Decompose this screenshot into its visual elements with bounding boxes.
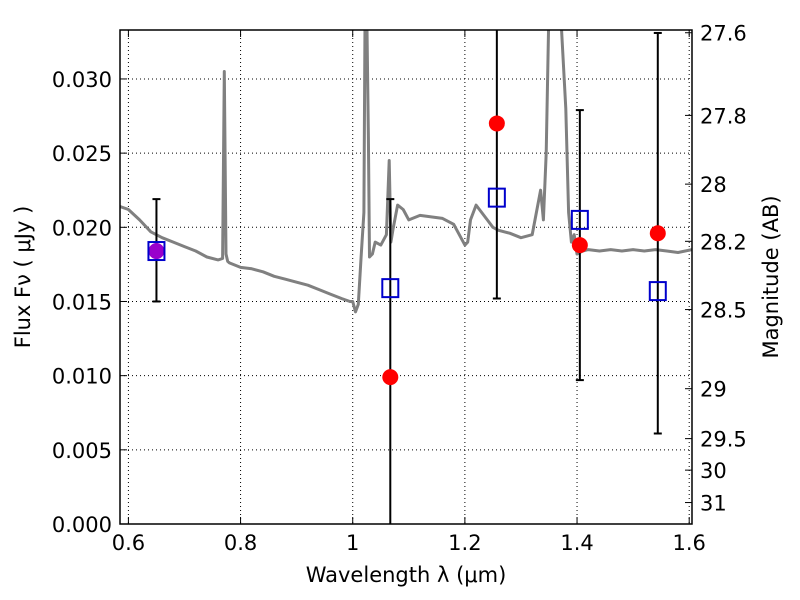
observed-flux-point bbox=[571, 237, 588, 254]
observed-points-layer bbox=[148, 115, 666, 386]
y-tick-label: 0.010 bbox=[52, 365, 112, 389]
y-tick-label: 0.015 bbox=[52, 290, 112, 314]
y-tick-label: 0.020 bbox=[52, 216, 112, 240]
model-flux-square bbox=[570, 209, 589, 230]
magnitude-tick-label: 28.2 bbox=[700, 230, 747, 254]
x-tick-label: 0.6 bbox=[112, 531, 145, 555]
y-axis-label: Flux Fν ( μJy ) bbox=[11, 206, 35, 349]
magnitude-tick-label: 29.5 bbox=[700, 428, 747, 452]
model-flux-square bbox=[648, 281, 667, 302]
grid-lines bbox=[120, 30, 692, 524]
observed-flux-point bbox=[382, 369, 399, 386]
magnitude-tick-label: 27.6 bbox=[700, 22, 747, 46]
y-axis-ticks: 0.000 0.005 0.010 0.015 0.020 0.025 0.030 bbox=[52, 68, 127, 537]
magnitude-axis-label: Magnitude (AB) bbox=[759, 195, 783, 358]
x-tick-label: 0.8 bbox=[224, 531, 257, 555]
x-tick-label: 1 bbox=[346, 531, 359, 555]
x-axis-label: Wavelength λ (μm) bbox=[306, 563, 507, 587]
magnitude-tick-label: 27.8 bbox=[700, 104, 747, 128]
y-tick-label: 0.000 bbox=[52, 513, 112, 537]
x-tick-label: 1.2 bbox=[448, 531, 481, 555]
x-axis-ticks: 0.6 0.8 1 1.2 1.4 1.6 bbox=[112, 30, 706, 555]
model-spectrum-line bbox=[120, 30, 692, 314]
magnitude-tick-label: 31 bbox=[700, 492, 727, 516]
y-tick-label: 0.005 bbox=[52, 439, 112, 463]
spectrum-layer bbox=[120, 30, 692, 314]
y-tick-label: 0.030 bbox=[52, 68, 112, 92]
magnitude-tick-label: 28 bbox=[700, 173, 727, 197]
observed-flux-point bbox=[488, 115, 505, 132]
magnitude-tick-label: 29 bbox=[700, 378, 727, 402]
model-flux-square bbox=[147, 241, 166, 262]
x-tick-label: 1.6 bbox=[672, 531, 705, 555]
model-flux-square bbox=[487, 187, 506, 208]
magnitude-axis-ticks: 27.6 27.8 28 28.2 28.5 29 29.5 30 31 bbox=[685, 22, 747, 516]
magnitude-tick-label: 30 bbox=[700, 459, 727, 483]
model-points-layer bbox=[147, 187, 667, 302]
observed-flux-point bbox=[649, 225, 666, 242]
magnitude-tick-label: 28.5 bbox=[700, 299, 747, 323]
model-flux-square bbox=[381, 278, 400, 299]
observed-flux-point bbox=[148, 243, 165, 260]
y-tick-label: 0.025 bbox=[52, 142, 112, 166]
x-tick-label: 1.4 bbox=[560, 531, 593, 555]
plot-frame bbox=[119, 29, 693, 525]
